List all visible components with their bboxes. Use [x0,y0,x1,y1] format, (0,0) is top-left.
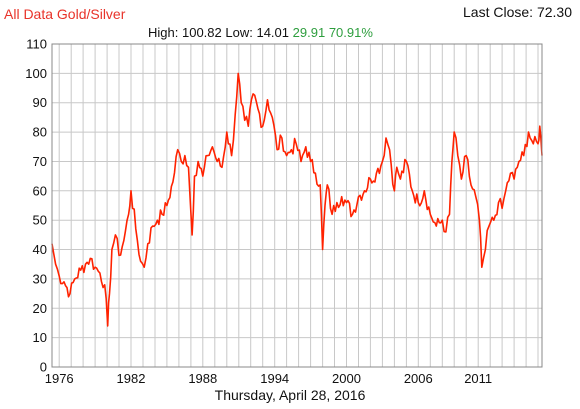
y-tick-label: 100 [25,66,47,81]
x-tick-label: 2000 [332,371,361,386]
x-tick-label: 2006 [404,371,433,386]
y-tick-label: 90 [33,95,47,110]
low-label: Low: [225,25,253,40]
series-line [51,72,543,327]
change-abs: 29.91 [292,25,326,40]
low-value: 14.01 [256,25,290,40]
y-tick-label: 50 [33,213,47,228]
x-tick-label: 1988 [188,371,217,386]
chart-title: All Data Gold/Silver [4,6,126,22]
y-tick-label: 0 [40,360,47,375]
y-tick-label: 20 [33,301,47,316]
y-tick-label: 110 [26,37,47,52]
tick-labels: 0 10 20 30 40 50 60 70 80 90 100 110 1976 1982 1988 199… [25,37,492,387]
y-tick-label: 30 [33,271,47,286]
last-close-value: 72.30 [536,4,572,20]
x-tick-label: 1994 [260,371,289,386]
change-pct: 70.91% [328,25,373,40]
x-tick-label: 1982 [117,371,146,386]
y-tick-label: 60 [33,183,47,198]
x-tick-label: 2011 [464,371,492,386]
high-label: High: [148,25,179,40]
last-close-label: Last Close: [463,4,534,20]
y-tick-label: 70 [33,154,47,169]
y-tick-label: 40 [33,242,47,257]
stats-line: High: 100.82 Low: 14.01 29.91 70.91% [148,25,373,40]
last-close: Last Close: 72.30 [463,4,572,20]
plot-frame [51,43,543,368]
high-value: 100.82 [181,25,222,40]
y-tick-label: 80 [33,125,47,140]
x-tick-label: 1976 [45,371,74,386]
y-tick-label: 10 [33,330,47,345]
current-date: Thursday, April 28, 2016 [214,387,366,403]
grid-lines [52,43,542,368]
